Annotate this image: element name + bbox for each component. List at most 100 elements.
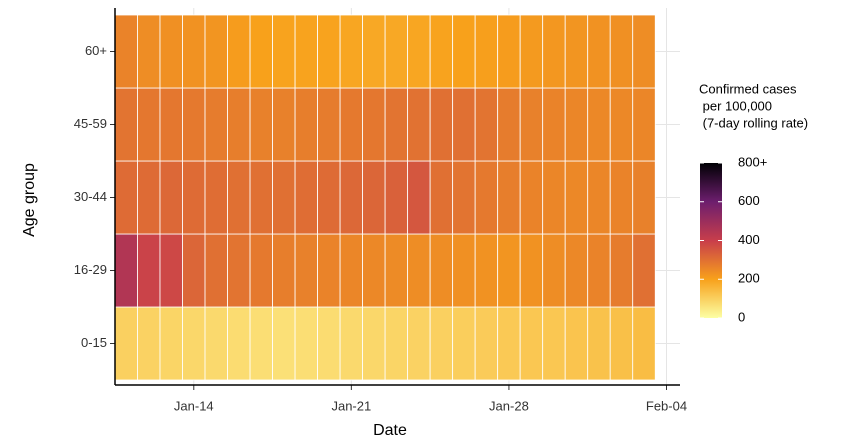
cell — [632, 160, 656, 235]
cell — [339, 87, 364, 162]
x-axis-title: Date — [373, 422, 407, 439]
cell — [542, 233, 566, 308]
cell — [384, 306, 409, 381]
cell — [632, 306, 656, 381]
cell — [339, 233, 364, 308]
legend-title: Confirmed cases — [699, 81, 797, 96]
x-tick-label: Jan-28 — [489, 398, 529, 413]
cell — [564, 160, 589, 235]
cell — [317, 233, 341, 308]
cell — [294, 160, 318, 235]
cell — [227, 306, 251, 381]
cell — [564, 233, 589, 308]
cell — [362, 87, 386, 162]
cell — [204, 306, 228, 381]
cell — [317, 14, 341, 89]
cell — [114, 14, 138, 89]
cell — [429, 160, 454, 235]
cell — [159, 306, 183, 381]
cell — [182, 306, 206, 381]
x-tick-label: Jan-14 — [174, 398, 214, 413]
cell — [204, 14, 228, 89]
cell — [339, 14, 364, 89]
cell — [182, 14, 206, 89]
cell — [407, 306, 431, 381]
cell — [159, 233, 183, 308]
cell — [474, 160, 499, 235]
cell — [587, 160, 611, 235]
cell — [294, 233, 318, 308]
cell — [542, 14, 566, 89]
legend-title: (7-day rolling rate) — [699, 115, 808, 130]
cell — [384, 87, 409, 162]
cell — [609, 233, 634, 308]
cell — [452, 233, 476, 308]
cell — [182, 160, 206, 235]
cell — [272, 14, 296, 89]
cell — [609, 306, 634, 381]
cell — [384, 233, 409, 308]
cell — [114, 306, 138, 381]
cell — [564, 306, 589, 381]
cell — [339, 306, 364, 381]
legend-title: per 100,000 — [699, 98, 772, 113]
cell — [294, 14, 318, 89]
cell — [429, 87, 454, 162]
y-tick-label: 45-59 — [74, 116, 107, 131]
cell — [159, 160, 183, 235]
cell — [227, 14, 251, 89]
cell — [249, 160, 273, 235]
cell — [249, 233, 273, 308]
cell — [542, 87, 566, 162]
colorbar-label: 200 — [738, 271, 760, 286]
cell — [114, 87, 138, 162]
cell — [587, 306, 611, 381]
cell — [159, 14, 183, 89]
cell — [227, 160, 251, 235]
colorbar-label: 800+ — [738, 154, 767, 169]
cell — [182, 87, 206, 162]
cell — [249, 87, 273, 162]
cell — [497, 14, 521, 89]
y-tick-label: 60+ — [85, 43, 107, 58]
cell — [564, 87, 589, 162]
y-tick-label: 0-15 — [81, 335, 107, 350]
cell — [227, 87, 251, 162]
cell — [317, 160, 341, 235]
colorbar-label: 0 — [738, 309, 745, 324]
cell — [497, 160, 521, 235]
cell — [519, 306, 544, 381]
cell — [362, 14, 386, 89]
cell — [609, 160, 634, 235]
colorbar-label: 600 — [738, 193, 760, 208]
cell — [497, 233, 521, 308]
cell — [542, 306, 566, 381]
cell — [429, 14, 454, 89]
cell — [204, 87, 228, 162]
cell — [429, 233, 454, 308]
cell — [114, 233, 138, 308]
x-tick-label: Jan-21 — [331, 398, 371, 413]
cell — [564, 14, 589, 89]
cell — [452, 160, 476, 235]
cell — [362, 233, 386, 308]
cell — [272, 160, 296, 235]
cell — [407, 160, 431, 235]
cell — [609, 14, 634, 89]
cell — [497, 306, 521, 381]
cell — [137, 233, 161, 308]
cell — [317, 306, 341, 381]
cell — [407, 87, 431, 162]
y-tick-label: 16-29 — [74, 262, 107, 277]
cell — [429, 306, 454, 381]
cell — [249, 306, 273, 381]
cell — [182, 233, 206, 308]
cell — [272, 233, 296, 308]
cell — [519, 160, 544, 235]
cell — [362, 306, 386, 381]
cell — [137, 306, 161, 381]
cell — [519, 87, 544, 162]
cell — [339, 160, 364, 235]
cell — [204, 160, 228, 235]
